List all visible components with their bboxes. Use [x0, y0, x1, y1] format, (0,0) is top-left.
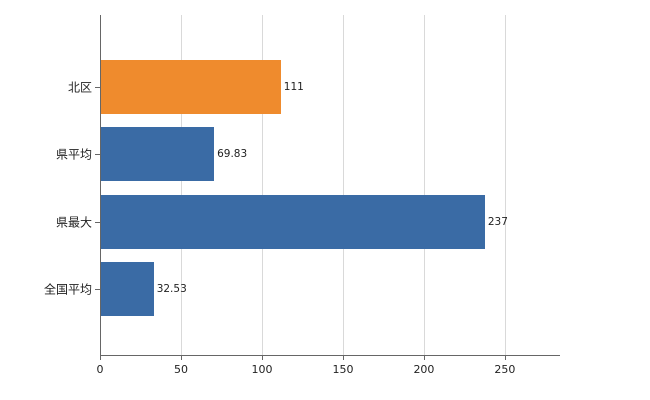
- gridline: [504, 15, 506, 355]
- x-tick-label: 100: [251, 363, 273, 376]
- x-tick-mark: [342, 355, 344, 360]
- bar: [101, 261, 154, 316]
- x-axis-line: [100, 355, 560, 356]
- x-tick-mark: [100, 355, 101, 360]
- gridline: [423, 15, 425, 355]
- bar: [101, 127, 215, 182]
- category-label: 全国平均: [43, 282, 92, 297]
- y-tick-mark: [95, 154, 100, 156]
- category-label: 県最大: [55, 215, 92, 230]
- gridline: [261, 15, 263, 355]
- value-label: 111: [283, 81, 304, 93]
- value-label: 237: [487, 215, 508, 228]
- y-tick-mark: [95, 288, 100, 290]
- gridline: [342, 15, 344, 355]
- category-label: 北区: [67, 80, 92, 95]
- x-tick-mark: [180, 355, 182, 360]
- x-tick-label: 50: [173, 363, 188, 376]
- x-tick-mark: [261, 355, 263, 360]
- y-axis-line: [100, 15, 101, 355]
- x-tick-mark: [423, 355, 425, 360]
- x-tick-label: 0: [96, 363, 104, 376]
- y-tick-mark: [95, 221, 100, 223]
- x-tick-label: 200: [413, 363, 435, 376]
- value-label: 69.83: [217, 148, 248, 161]
- y-tick-mark: [95, 87, 100, 88]
- bar: [101, 60, 281, 114]
- x-tick-label: 150: [332, 363, 354, 376]
- bar: [101, 194, 485, 249]
- x-tick-label: 250: [494, 363, 516, 376]
- value-label: 32.53: [156, 282, 187, 295]
- category-label: 県平均: [55, 147, 92, 162]
- gridline: [180, 15, 182, 355]
- x-tick-mark: [504, 355, 506, 360]
